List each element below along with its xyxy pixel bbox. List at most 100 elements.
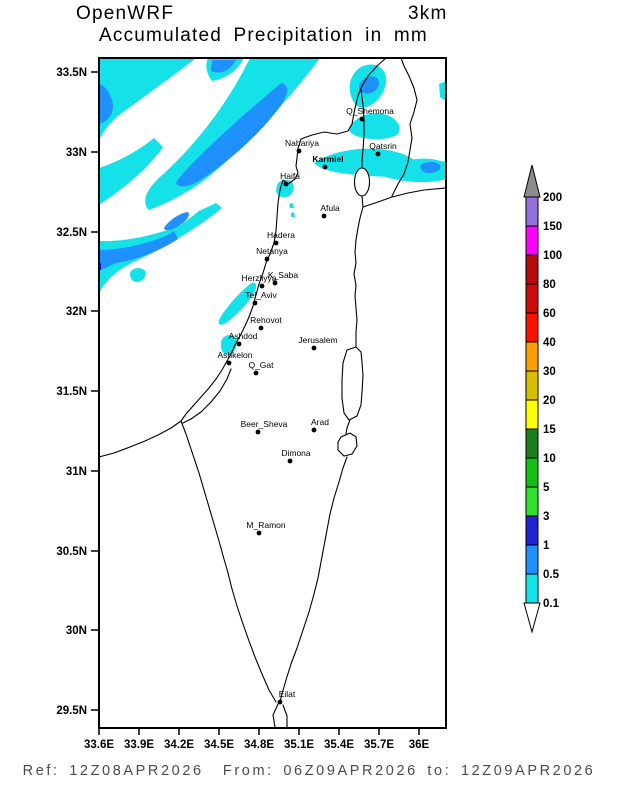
colorbar-overflow-arrow [523, 164, 541, 198]
resolution-label: 3km [408, 3, 448, 24]
dead-sea-south [337, 432, 358, 457]
colorbar-label-0.1: 0.1 [543, 598, 560, 610]
city-marker-Eilat [277, 699, 283, 705]
x-tick-label: 33.6E [84, 739, 114, 751]
city-label-M_Ramon: M_Ramon [246, 520, 285, 530]
y-tick-label: 33.5N [56, 67, 87, 79]
x-tick-label: 35.7E [364, 739, 394, 751]
city-marker-Haifa [283, 181, 289, 187]
yarmouk-border [362, 187, 445, 208]
colorbar-segment [525, 544, 539, 575]
colorbar-label-80: 80 [543, 279, 556, 291]
colorbar-underflow-arrow [523, 602, 541, 634]
colorbar-segment [525, 341, 539, 372]
city-label-Netanya: Netanya [256, 246, 288, 256]
city-label-Jerusalem: Jerusalem [298, 335, 337, 345]
egypt-border [180, 420, 277, 703]
city-marker-Karmiel [322, 164, 328, 170]
city-marker-K_Saba [272, 280, 278, 286]
colorbar-segment [525, 573, 539, 604]
colorbar-segment [525, 370, 539, 401]
precip-patch-0.1-0.5mm [291, 212, 295, 217]
city-label-Nahariya: Nahariya [285, 138, 319, 148]
colorbar-segment [525, 283, 539, 314]
precip-patch-0.5-1mm [359, 76, 379, 94]
x-tick-label: 34.8E [244, 739, 274, 751]
city-label-Herzliyya: Herzliyya [242, 273, 277, 283]
x-tick-label: 36E [409, 739, 430, 751]
precip-patch-0.1-0.5mm [276, 179, 294, 198]
colorbar-label-0.5: 0.5 [543, 569, 560, 581]
y-tick-label: 32.5N [56, 227, 87, 239]
colorbar-segment [525, 486, 539, 517]
colorbar-label-150: 150 [543, 221, 562, 233]
colorbar-segment [525, 515, 539, 546]
city-label-Eilat: Eilat [279, 689, 296, 699]
city-marker-Tel_Aviv [252, 300, 258, 306]
precipitation-shading [100, 59, 445, 355]
y-tick-label: 31N [66, 466, 87, 478]
precip-patch-0.5-1mm [420, 162, 441, 173]
plot-subtitle: Accumulated Precipitation in mm [99, 25, 428, 46]
city-label-Arad: Arad [311, 417, 329, 427]
city-label-Ashkelon: Ashkelon [218, 350, 253, 360]
arava-border [279, 456, 348, 703]
city-marker-Dimona [287, 458, 293, 464]
city-label-Beer_Sheva: Beer_Sheva [241, 419, 288, 429]
gulf-aqaba-east [282, 704, 288, 727]
city-label-Tel_Aviv: Tel_Aviv [245, 290, 277, 300]
colorbar-label-3: 3 [543, 511, 549, 523]
y-tick-label: 31.5N [56, 386, 87, 398]
city-label-Dimona: Dimona [281, 448, 311, 458]
colorbar-label-40: 40 [543, 337, 556, 349]
y-tick-label: 30.5N [56, 546, 87, 558]
colorbar-segment [525, 254, 539, 285]
lakes [337, 167, 371, 457]
page-title: OpenWRF [76, 3, 175, 24]
city-marker-Arad [311, 427, 317, 433]
reference-time-caption: Ref: 12Z08APR2026 From: 06Z09APR2026 to:… [22, 763, 596, 779]
city-marker-Herzliyya [259, 283, 265, 289]
sea-of-galilee [353, 167, 371, 197]
city-marker-Nahariya [296, 148, 302, 154]
x-tick-label: 34.2E [164, 739, 194, 751]
precip-patch-0.5-1mm [100, 84, 113, 124]
city-marker-Jerusalem [311, 345, 317, 351]
precip-patch-0.5-1mm [211, 60, 236, 73]
gaza-east-border [182, 368, 232, 424]
galilee-outlet [361, 195, 364, 208]
x-tick-label: 34.5E [204, 739, 234, 751]
precip-patch-0.1-0.5mm [218, 282, 257, 325]
precip-patch-0.5-1mm [164, 212, 189, 231]
precip-patch-0.5-1mm [176, 83, 288, 187]
city-label-Q_Gat: Q_Gat [248, 360, 274, 370]
city-marker-Ashkelon [226, 360, 232, 366]
precip-patch-0.1-0.5mm [100, 138, 163, 205]
city-label-Afula: Afula [320, 203, 340, 213]
city-marker-Netanya [264, 256, 270, 262]
colorbar-label-30: 30 [543, 366, 556, 378]
precip-patch-0.1-0.5mm [129, 268, 146, 283]
x-tick-label: 35.4E [324, 739, 354, 751]
golan-east-border [391, 59, 418, 197]
city-marker-Beer_Sheva [255, 429, 261, 435]
city-label-Haifa: Haifa [280, 171, 300, 181]
colorbar-segment [525, 428, 539, 459]
colorbar-label-15: 15 [543, 424, 556, 436]
colorbar-label-100: 100 [543, 250, 562, 262]
colorbar-segment [525, 457, 539, 488]
dead-sea-connector [345, 419, 351, 435]
precip-patch-0.1-0.5mm [348, 113, 400, 140]
colorbar-label-60: 60 [543, 308, 556, 320]
city-marker-Hadera [273, 240, 279, 246]
y-tick-label: 32N [66, 306, 87, 318]
city-label-Qatsrin: Qatsrin [369, 141, 397, 151]
precip-patch-1-3mm [100, 263, 101, 270]
y-tick-label: 33N [66, 147, 87, 159]
hula-jordan-river [360, 89, 365, 169]
gulf-aqaba-west [272, 703, 279, 727]
x-tick-label: 35.1E [284, 739, 314, 751]
colorbar-segment [525, 196, 539, 227]
colorbar-segment [525, 399, 539, 430]
